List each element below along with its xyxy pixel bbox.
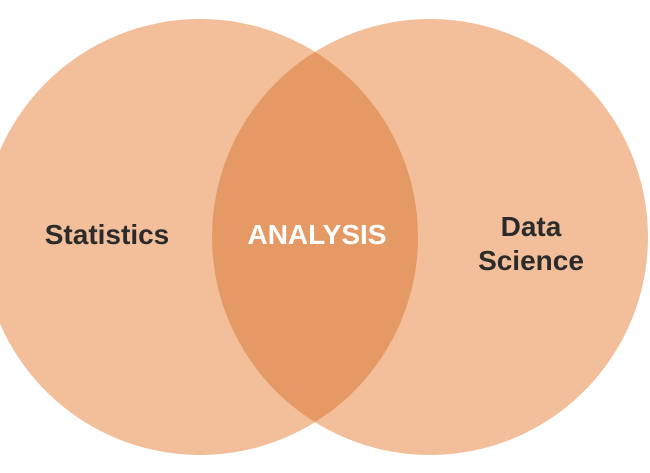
intersection-analysis (212, 19, 418, 455)
label-data: Data (501, 211, 562, 242)
label-science: Science (478, 245, 584, 276)
label-analysis: ANALYSIS (247, 219, 386, 250)
label-statistics: Statistics (45, 219, 170, 250)
